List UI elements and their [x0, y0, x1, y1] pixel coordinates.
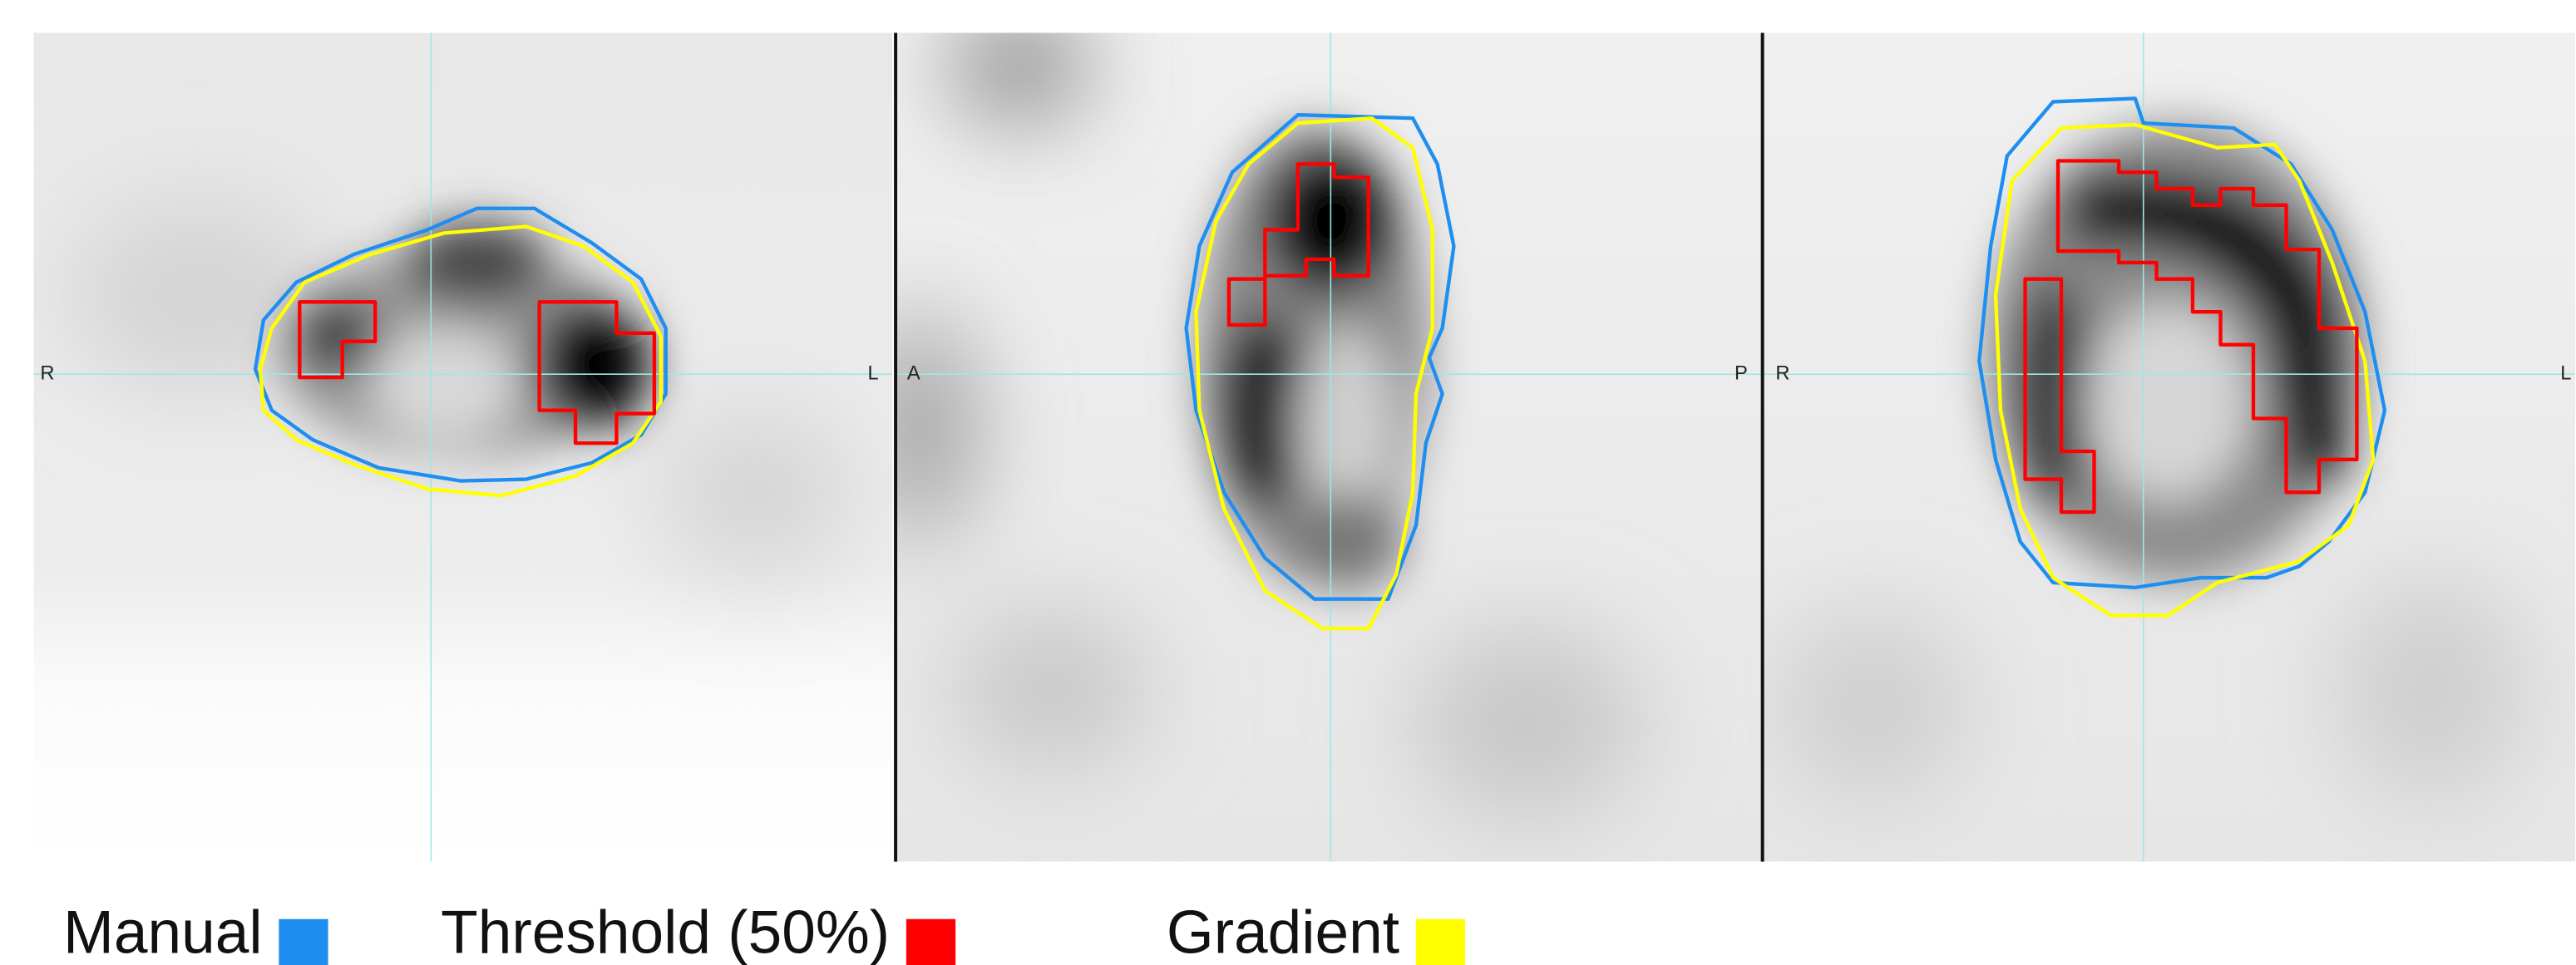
panel-sagittal: [871, 17, 1760, 862]
panel-coronal: [1764, 32, 2575, 861]
image-detail: [1774, 608, 1971, 805]
image-detail: [403, 222, 551, 304]
image-detail: [953, 17, 1084, 115]
orientation-label: L: [2560, 362, 2571, 384]
panel-transverse: [33, 32, 892, 861]
image-detail: [658, 411, 855, 574]
orientation-label: A: [907, 362, 920, 384]
orientation-label: R: [40, 362, 54, 384]
image-detail: [1219, 312, 1311, 509]
orientation-label: R: [1775, 362, 1789, 384]
legend-swatch: [279, 919, 328, 965]
legend-label: Gradient: [1167, 899, 1399, 965]
image-detail: [2086, 303, 2250, 500]
legend-label: Threshold (50%): [441, 899, 890, 965]
image-detail: [2332, 574, 2529, 804]
legend: Manual Threshold (50%) Gradient: [63, 899, 1465, 965]
figure: R L A P R L Manual Threshold (50%) Gradien…: [0, 0, 2576, 965]
image-detail: [953, 608, 1150, 771]
image-detail: [1290, 492, 1404, 590]
image-detail: [296, 300, 378, 372]
image-detail: [2017, 279, 2090, 509]
orientation-label: P: [1735, 362, 1748, 384]
legend-swatch: [906, 919, 955, 965]
image-detail: [1413, 623, 1642, 820]
legend-swatch: [1416, 919, 1465, 965]
orientation-label: L: [868, 362, 879, 384]
image-detail: [370, 328, 518, 443]
legend-label: Manual: [63, 899, 263, 965]
